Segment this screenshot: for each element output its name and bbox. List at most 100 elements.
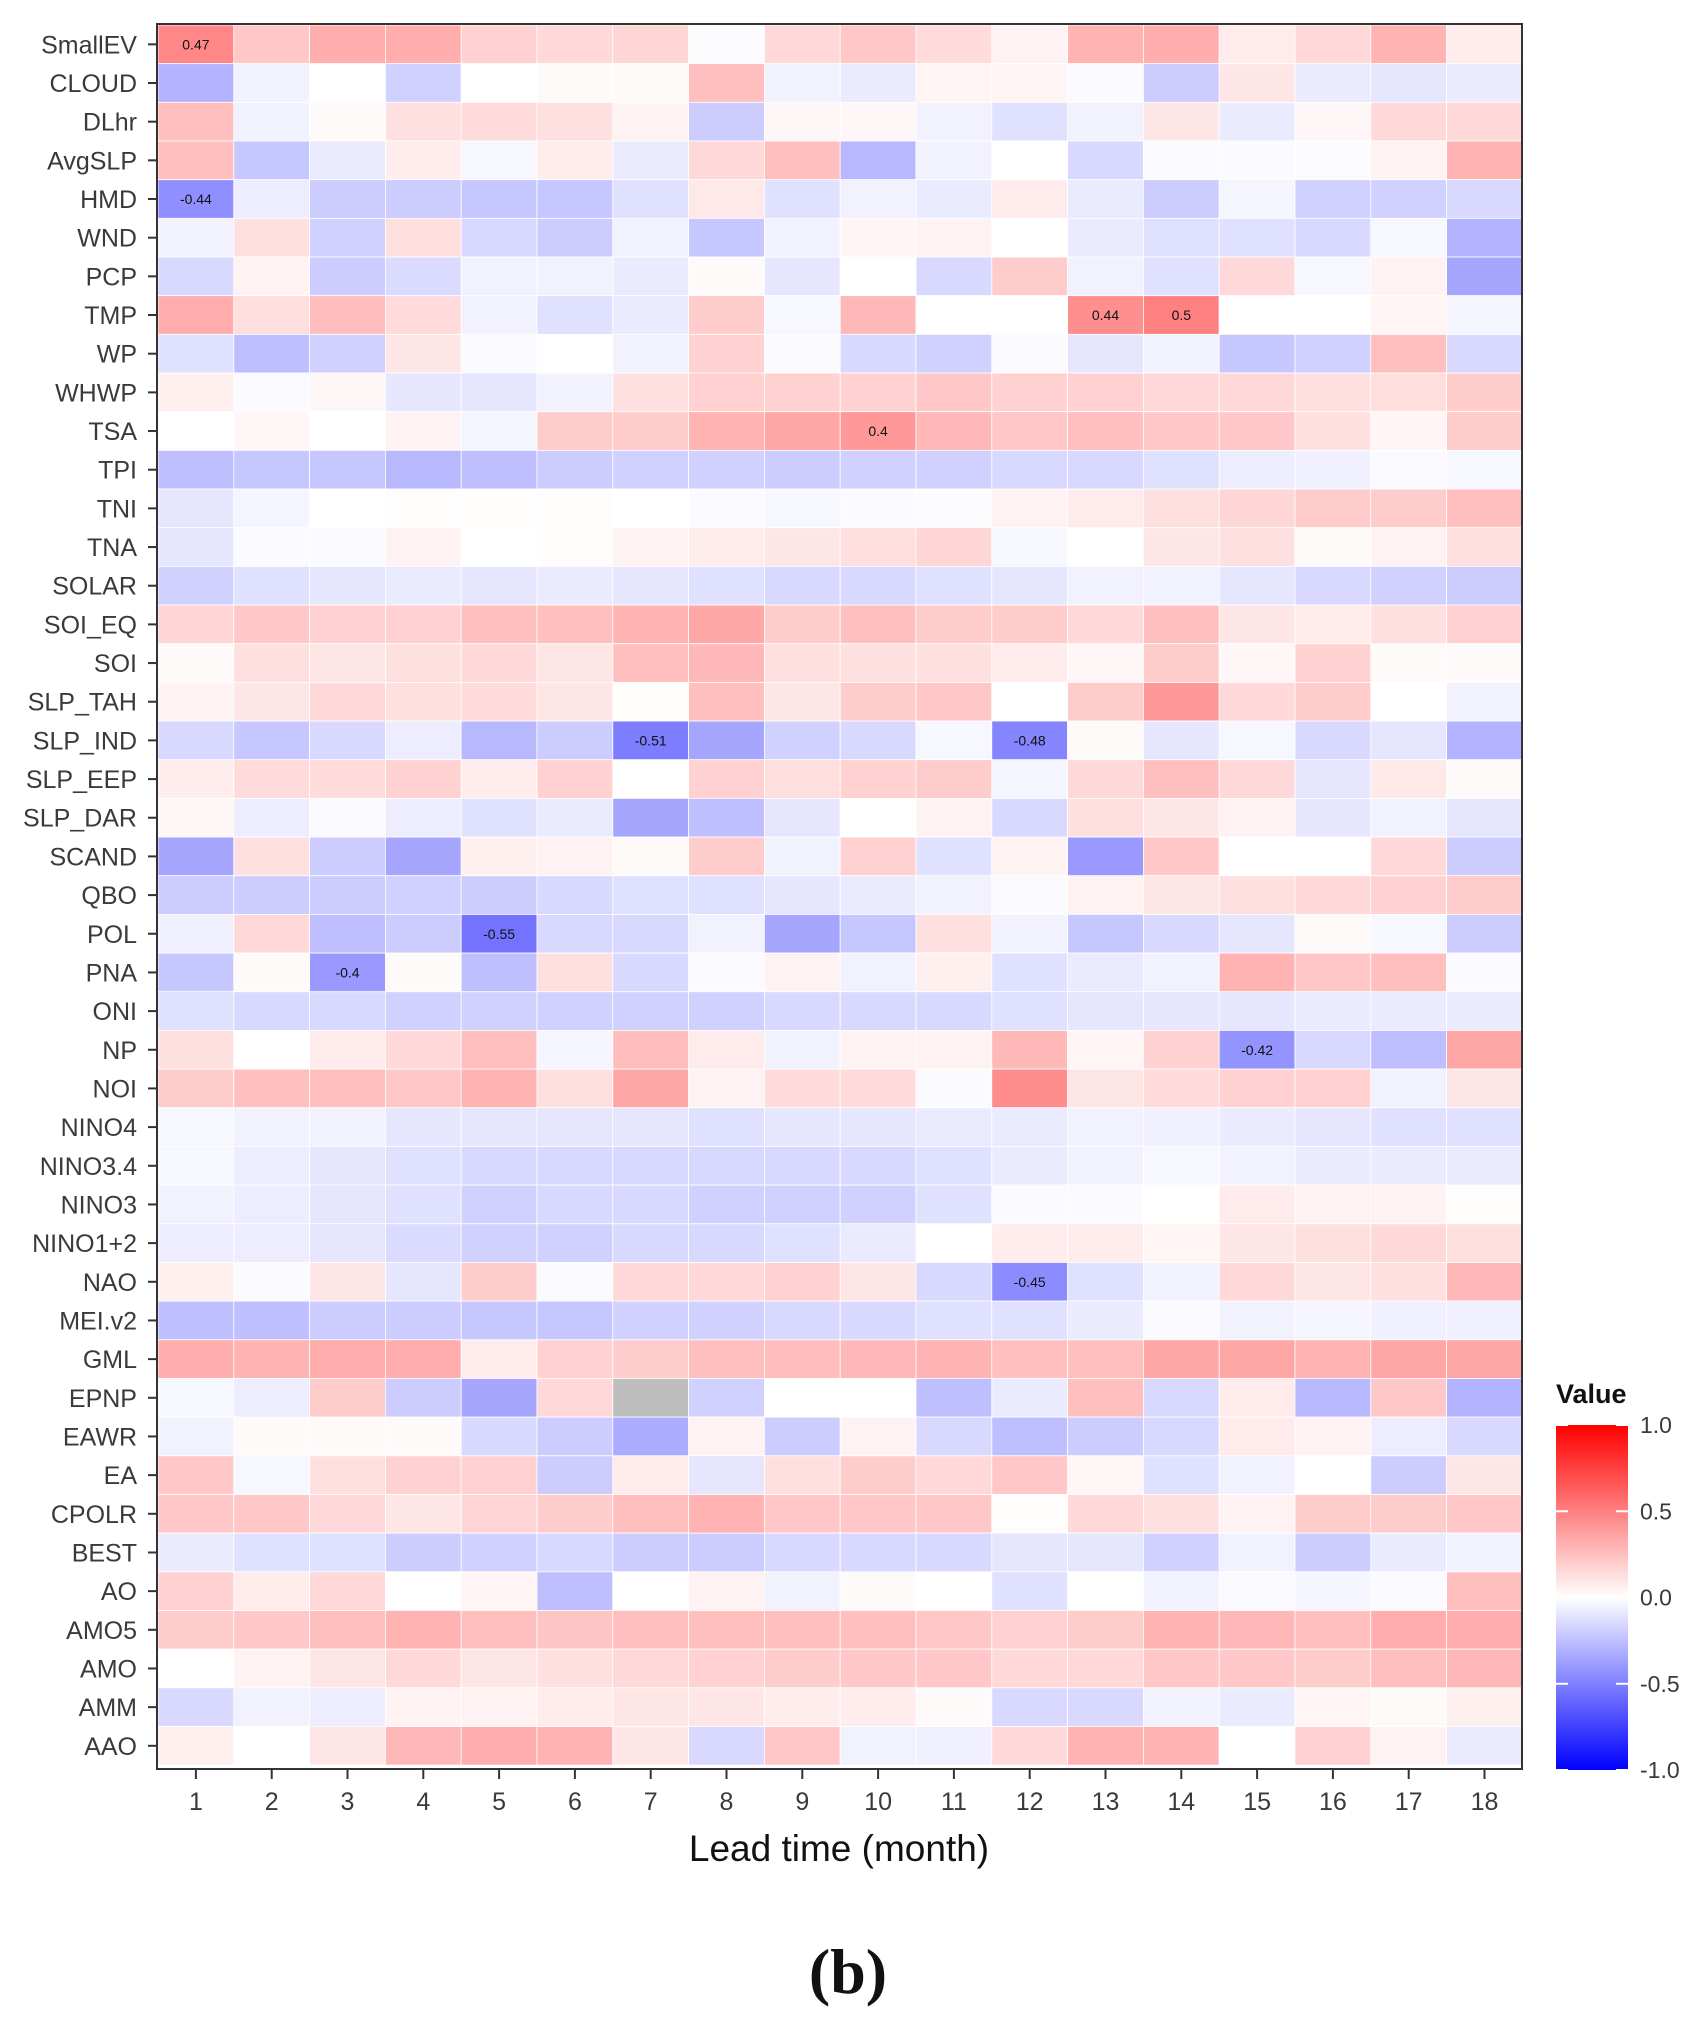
heatmap-cells	[157, 24, 1523, 1766]
cell-qbo-14	[1143, 875, 1220, 915]
cell-ao-6	[536, 1571, 614, 1611]
cell-pol-3	[309, 914, 386, 954]
cell-amo5-14	[1143, 1610, 1220, 1650]
cell-tpi-18	[1446, 449, 1523, 490]
cell-dlhr-7	[612, 101, 689, 142]
row-label-oni: ONI	[93, 998, 137, 1026]
cell-soi-13	[1067, 643, 1144, 683]
cell-tpi-5	[460, 449, 538, 490]
cell-ao-7	[612, 1571, 689, 1611]
cell-tna-4	[384, 527, 462, 567]
cell-tpi-12	[991, 449, 1068, 490]
cell-soi-eq-3	[309, 604, 386, 645]
cell-solar-8	[688, 565, 765, 606]
cell-scand-4	[384, 836, 462, 877]
cell-best-12	[991, 1532, 1068, 1573]
cell-epnp-15	[1218, 1378, 1296, 1418]
cell-avgslp-7	[612, 140, 689, 181]
cell-slp-eep-3	[309, 759, 386, 799]
cell-slp-tah-4	[384, 681, 462, 722]
cell-qbo-5	[460, 875, 538, 915]
row-label-tsa: TSA	[88, 418, 137, 446]
cell-aao-11	[915, 1726, 993, 1766]
cell-nino3-4-16	[1294, 1146, 1372, 1186]
cell-ao-14	[1143, 1571, 1220, 1611]
cell-avgslp-14	[1143, 140, 1220, 181]
cell-ao-8	[688, 1571, 765, 1611]
cell-tsa-11	[915, 411, 993, 451]
cell-nao-10	[839, 1262, 917, 1302]
cell-slp-eep-7	[612, 759, 689, 799]
cell-pcp-4	[384, 256, 462, 297]
cell-ao-4	[384, 1571, 462, 1611]
cell-pna-14	[1143, 952, 1220, 993]
cell-pna-7	[612, 952, 689, 993]
cell-tna-18	[1446, 527, 1523, 567]
cell-amm-13	[1067, 1687, 1144, 1727]
cell-soi-eq-16	[1294, 604, 1372, 645]
cell-nao-3	[309, 1262, 386, 1302]
cell-np-18	[1446, 1030, 1523, 1070]
row-label-dlhr: DLhr	[83, 109, 137, 137]
cell-aao-4	[384, 1726, 462, 1766]
cell-dlhr-17	[1370, 101, 1448, 142]
cell-soi-3	[309, 643, 386, 683]
cell-nino1-2-12	[991, 1223, 1068, 1263]
cell-tsa-4	[384, 411, 462, 451]
cell-tna-16	[1294, 527, 1372, 567]
cell-eawr-10	[839, 1416, 917, 1457]
row-label-ao: AO	[101, 1578, 137, 1606]
cell-nao-13	[1067, 1262, 1144, 1302]
cell-smallev-1	[157, 24, 235, 65]
cell-nino4-18	[1446, 1107, 1523, 1147]
cell-eawr-6	[536, 1416, 614, 1457]
cell-eawr-7	[612, 1416, 689, 1457]
cell-whwp-7	[612, 372, 689, 413]
cell-tsa-1	[157, 411, 235, 451]
cell-wnd-12	[991, 217, 1068, 258]
cell-ao-5	[460, 1571, 538, 1611]
col-label-9: 9	[795, 1788, 809, 1816]
row-label-slp-tah: SLP_TAH	[28, 689, 137, 717]
cell-whwp-16	[1294, 372, 1372, 413]
cell-amo-17	[1370, 1648, 1448, 1689]
cell-tpi-4	[384, 449, 462, 490]
cell-avgslp-11	[915, 140, 993, 181]
cell-wnd-1	[157, 217, 235, 258]
cell-ao-1	[157, 1571, 235, 1611]
cell-wp-2	[233, 333, 311, 374]
legend-tick-label-1-0: 1.0	[1640, 1412, 1672, 1438]
cell-hmd-5	[460, 179, 538, 219]
cell-nao-2	[233, 1262, 311, 1302]
cell-slp-dar-8	[688, 798, 765, 838]
cell-nao-7	[612, 1262, 689, 1302]
cell-tmp-8	[688, 295, 765, 335]
cell-mei-v2-11	[915, 1300, 993, 1341]
cell-slp-ind-4	[384, 720, 462, 761]
cell-wp-14	[1143, 333, 1220, 374]
cell-wnd-6	[536, 217, 614, 258]
cell-label-np-15: -0.42	[1241, 1042, 1273, 1058]
cell-ea-5	[460, 1455, 538, 1495]
cell-best-13	[1067, 1532, 1144, 1573]
cell-whwp-8	[688, 372, 765, 413]
row-label-cpolr: CPOLR	[51, 1501, 137, 1529]
cell-pcp-11	[915, 256, 993, 297]
cell-best-9	[764, 1532, 841, 1573]
cell-noi-1	[157, 1068, 235, 1109]
cell-amo-10	[839, 1648, 917, 1689]
cell-soi-eq-11	[915, 604, 993, 645]
cell-aao-10	[839, 1726, 917, 1766]
row-label-soi-eq: SOI_EQ	[44, 611, 137, 639]
cell-np-13	[1067, 1030, 1144, 1070]
cell-np-1	[157, 1030, 235, 1070]
row-label-slp-eep: SLP_EEP	[26, 766, 137, 794]
cell-wnd-2	[233, 217, 311, 258]
cell-wnd-5	[460, 217, 538, 258]
cell-wnd-10	[839, 217, 917, 258]
cell-soi-4	[384, 643, 462, 683]
cell-amo5-10	[839, 1610, 917, 1650]
cell-tmp-9	[764, 295, 841, 335]
cell-wnd-14	[1143, 217, 1220, 258]
